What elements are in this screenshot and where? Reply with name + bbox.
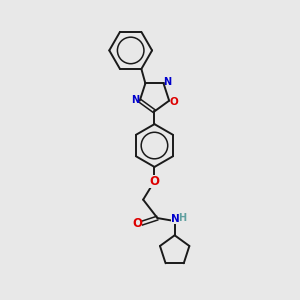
Text: N: N [131,95,140,105]
Text: N: N [171,214,180,224]
Text: O: O [169,97,178,107]
Text: O: O [132,217,142,230]
Text: N: N [163,76,172,87]
Text: O: O [149,175,160,188]
Text: H: H [178,213,187,224]
